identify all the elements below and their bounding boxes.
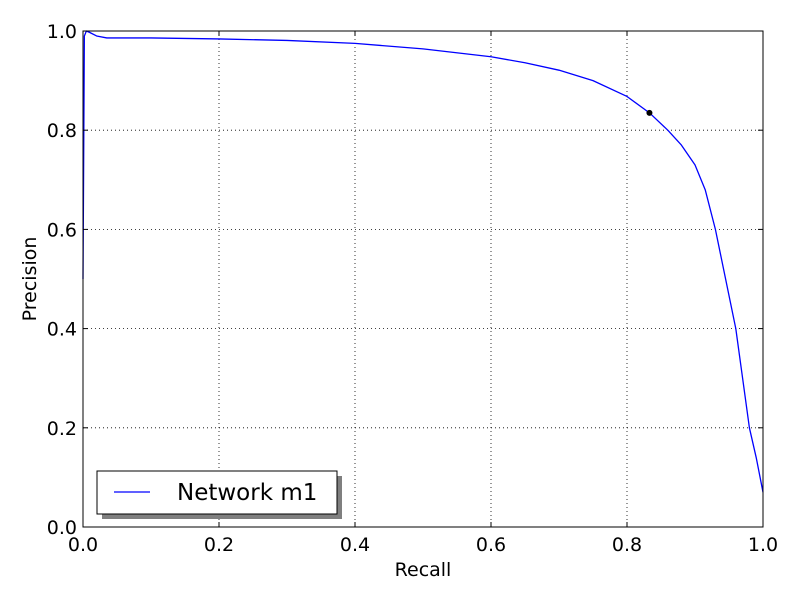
y-tick-labels: 0.0 0.2 0.4 0.6 0.8 1.0 <box>47 21 77 539</box>
y-tick-label: 0.8 <box>47 120 77 142</box>
x-tick-label: 0.6 <box>476 534 506 556</box>
y-tick-label: 1.0 <box>47 21 77 43</box>
operating-point-marker <box>646 109 653 116</box>
y-tick-label: 0.6 <box>47 219 77 241</box>
x-tick-label: 0.8 <box>612 534 642 556</box>
x-tick-label: 0.2 <box>204 534 234 556</box>
legend-label: Network m1 <box>177 480 317 506</box>
plot-background <box>83 31 763 527</box>
plot-frame <box>82 30 764 528</box>
series-layer <box>82 30 764 493</box>
x-tick-label: 0.4 <box>340 534 370 556</box>
y-tick-label: 0.2 <box>47 418 77 440</box>
marker-layer <box>646 109 653 116</box>
legend: Network m1 <box>96 470 342 519</box>
axis-ticks <box>82 30 764 528</box>
y-tick-label: 0.4 <box>47 319 77 341</box>
y-tick-label: 0.0 <box>47 517 77 539</box>
x-tick-label: 1.0 <box>748 534 778 556</box>
x-tick-labels: 0.0 0.2 0.4 0.6 0.8 1.0 <box>68 534 778 556</box>
x-axis-label: Recall <box>395 559 452 581</box>
x-tick-label: 0.0 <box>68 534 98 556</box>
series-line-network-m1 <box>82 30 764 493</box>
y-axis-label: Precision <box>19 237 41 322</box>
